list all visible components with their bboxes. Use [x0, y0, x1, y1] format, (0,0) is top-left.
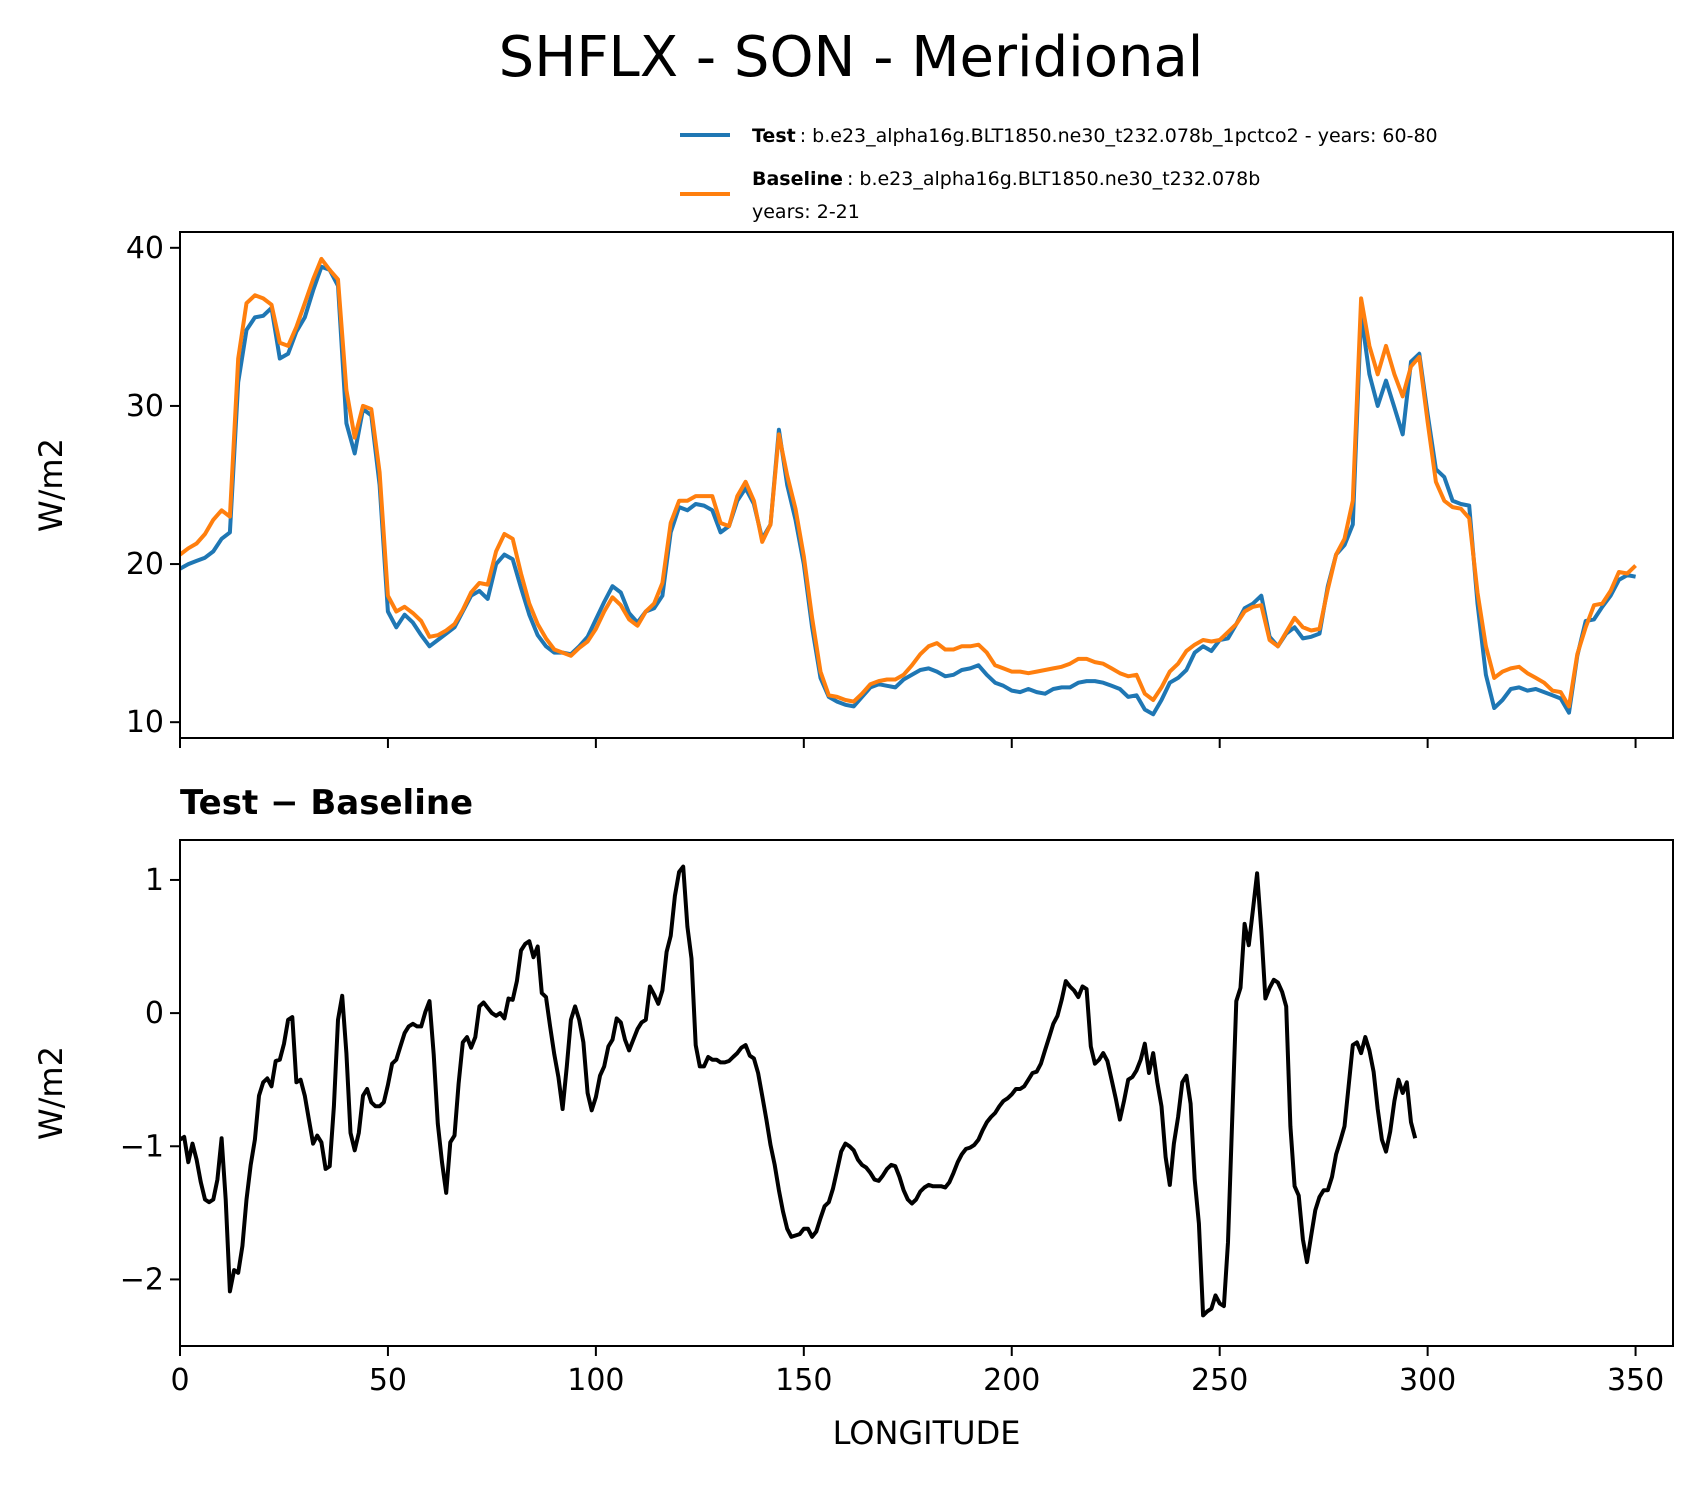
top-plot-frame	[179, 231, 1674, 739]
bottom-plot-frame	[179, 839, 1674, 1347]
y-tick-label: −2	[120, 1262, 164, 1297]
bottom-ticks-group: −2 −1 0 1 0 50 100 150 200 250 300 350	[120, 863, 1664, 1398]
series-line-test	[179, 264, 1636, 717]
x-tick-label: 350	[1607, 1363, 1664, 1398]
bottom-series-group	[178, 864, 1418, 1318]
y-tick-label: 0	[145, 996, 164, 1031]
legend: Test: b.e23_alpha16g.BLT1850.ne30_t232.0…	[680, 125, 1438, 223]
legend-test-name: Test	[752, 125, 796, 147]
series-line-baseline	[178, 256, 1637, 709]
legend-baseline-years: years: 2-21	[752, 201, 860, 223]
legend-test-text: Test: b.e23_alpha16g.BLT1850.ne30_t232.0…	[752, 125, 1438, 147]
x-axis-label: LONGITUDE	[833, 1414, 1021, 1452]
y-tick-label: 30	[126, 389, 164, 424]
x-tick-label: 200	[983, 1363, 1040, 1398]
difference-panel-title: Test − Baseline	[180, 783, 473, 823]
x-tick-label: 300	[1399, 1363, 1456, 1398]
legend-test-desc: : b.e23_alpha16g.BLT1850.ne30_t232.078b_…	[800, 125, 1438, 147]
top-y-axis-label: W/m2	[32, 438, 70, 532]
series-line-test-baseline	[178, 864, 1418, 1318]
top-ticks-group: 10 20 30 40	[126, 231, 1637, 748]
x-tick-label: 150	[775, 1363, 832, 1398]
x-tick-label: 250	[1191, 1363, 1248, 1398]
y-tick-label: −1	[120, 1129, 164, 1164]
bottom-y-axis-label: W/m2	[32, 1046, 70, 1140]
bottom-panel: Test − Baseline −2 −1 0 1 0 50 100 150 200 250 300…	[32, 783, 1674, 1452]
x-tick-label: 50	[369, 1363, 407, 1398]
y-tick-label: 10	[126, 705, 164, 740]
legend-baseline-name: Baseline	[752, 168, 843, 190]
y-tick-label: 1	[145, 863, 164, 898]
top-series-group	[178, 256, 1637, 717]
x-tick-label: 100	[567, 1363, 624, 1398]
top-panel: 10 20 30 40 W/m2	[32, 231, 1674, 748]
legend-baseline-text: Baseline: b.e23_alpha16g.BLT1850.ne30_t2…	[752, 168, 1260, 190]
figure-title: SHFLX - SON - Meridional	[499, 25, 1204, 90]
y-tick-label: 40	[126, 231, 164, 266]
x-tick-label: 0	[170, 1363, 189, 1398]
y-tick-label: 20	[126, 547, 164, 582]
legend-baseline-desc: : b.e23_alpha16g.BLT1850.ne30_t232.078b	[847, 168, 1260, 190]
